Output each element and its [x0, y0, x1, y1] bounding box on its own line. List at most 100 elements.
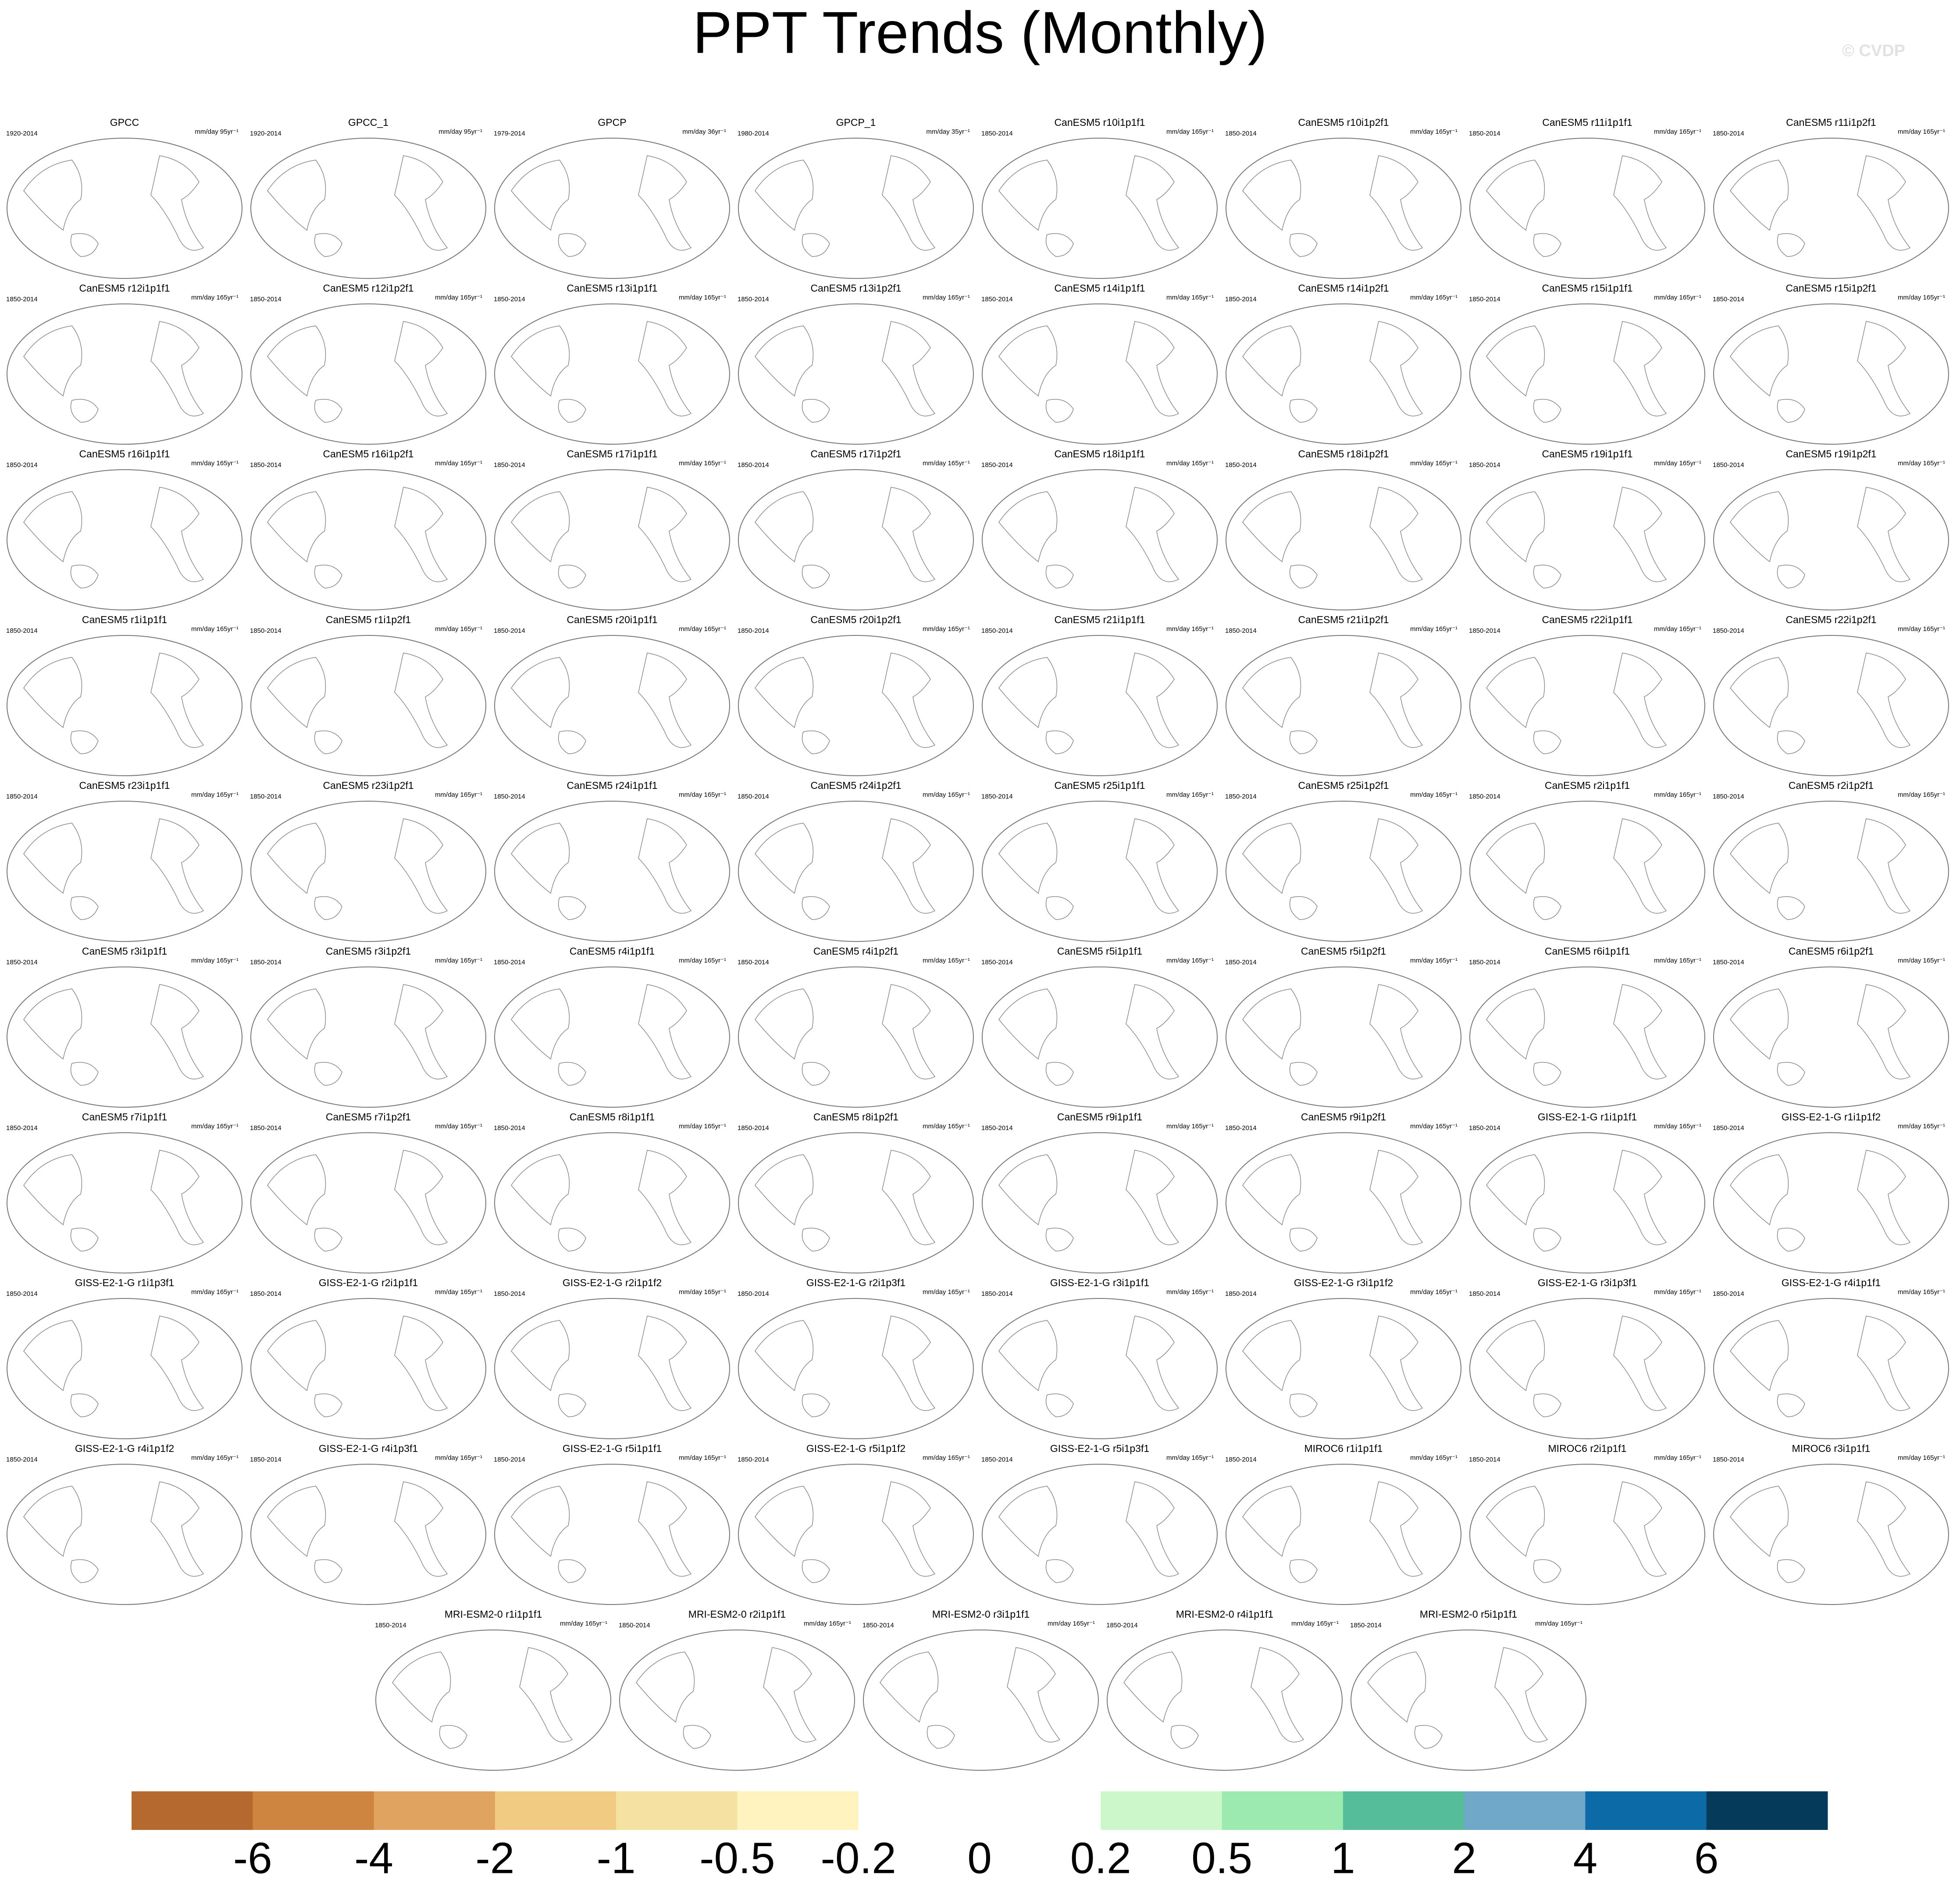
panel-period: 1850-2014: [250, 1124, 282, 1132]
panel-period: 1850-2014: [862, 1622, 894, 1629]
coastline: [23, 988, 82, 1060]
map-panel: CanESM5 r8i1p1f1 1850-2014 mm/day 165yr⁻¹: [494, 1111, 730, 1273]
map-outline: [7, 138, 242, 279]
panel-units: mm/day 165yr⁻¹: [435, 957, 482, 964]
map-outline: [250, 1464, 486, 1605]
panel-title: CanESM5 r14i1p2f1: [1298, 282, 1389, 294]
panel-title: GISS-E2-1-G r4i1p1f1: [1782, 1277, 1881, 1288]
colorbar-cell: [253, 1791, 374, 1830]
coastline: [511, 1154, 570, 1226]
panel-title: GPCP: [598, 117, 626, 128]
panel-period: 1850-2014: [250, 959, 282, 966]
coastline: [998, 1486, 1058, 1557]
coastline: [1045, 399, 1074, 423]
map-outline: [1469, 1298, 1705, 1439]
panel-units: mm/day 165yr⁻¹: [191, 1123, 239, 1130]
map-panel: GISS-E2-1-G r1i1p1f2 1850-2014 mm/day 165y…: [1713, 1111, 1949, 1273]
panel-period: 1850-2014: [494, 296, 525, 303]
panel-title: CanESM5 r11i1p1f1: [1542, 117, 1632, 128]
map-panel: GISS-E2-1-G r4i1p1f1 1850-2014 mm/day 165y…: [1713, 1277, 1949, 1439]
map-outline: [982, 303, 1218, 445]
coastline: [755, 491, 814, 563]
panel-title: GISS-E2-1-G r5i1p3f1: [1050, 1443, 1149, 1454]
coastline: [882, 1150, 936, 1245]
map-panel: CanESM5 r3i1p1f1 1850-2014 mm/day 165yr⁻¹: [6, 945, 242, 1108]
panel-title: CanESM5 r15i1p2f1: [1785, 282, 1876, 294]
coastline: [638, 818, 692, 914]
map-outline: [250, 469, 486, 610]
panel-period: 1850-2014: [981, 1124, 1013, 1132]
coastline: [755, 325, 814, 397]
coastline: [1242, 988, 1301, 1060]
coastline: [755, 1320, 814, 1391]
panel-period: 1850-2014: [494, 793, 525, 800]
coastline: [1613, 653, 1667, 748]
panel-title: CanESM5 r17i1p2f1: [810, 448, 901, 460]
coastline: [1777, 1559, 1805, 1583]
map-panel: MIROC6 r3i1p1f1 1850-2014 mm/day 165yr⁻¹: [1713, 1443, 1949, 1605]
map-panel: MRI-ESM2-0 r3i1p1f1 1850-2014 mm/day 165yr…: [862, 1608, 1099, 1771]
map-panel: MRI-ESM2-0 r2i1p1f1 1850-2014 mm/day 165yr…: [619, 1608, 855, 1771]
coastline: [23, 1320, 82, 1391]
map-outline: [738, 1298, 974, 1439]
coastline: [1289, 896, 1318, 920]
panel-title: GPCC_1: [348, 117, 388, 128]
panel-units: mm/day 165yr⁻¹: [923, 1454, 970, 1462]
coastline: [314, 233, 342, 257]
panel-title: CanESM5 r25i1p1f1: [1054, 780, 1145, 791]
map-panel: CanESM5 r20i1p1f1 1850-2014 mm/day 165yr⁻¹: [494, 614, 730, 776]
map-panel: CanESM5 r12i1p1f1 1850-2014 mm/day 165yr⁻¹: [6, 282, 242, 445]
map-panel: MRI-ESM2-0 r5i1p1f1 1850-2014 mm/day 165yr…: [1350, 1608, 1586, 1771]
panel-title: GISS-E2-1-G r2i1p1f1: [319, 1277, 418, 1288]
panel-period: 1850-2014: [494, 959, 525, 966]
coastline: [1486, 1154, 1545, 1226]
coastline: [1533, 1227, 1561, 1252]
panel-units: mm/day 36yr⁻¹: [682, 128, 726, 136]
coastline: [1730, 823, 1789, 894]
map-panel: GPCP_1 1980-2014 mm/day 35yr⁻¹: [738, 117, 974, 279]
panel-units: mm/day 165yr⁻¹: [923, 1288, 970, 1296]
coastline: [1730, 160, 1789, 231]
map-panel: CanESM5 r14i1p1f1 1850-2014 mm/day 165yr⁻¹: [981, 282, 1218, 445]
map-outline: [1713, 1132, 1949, 1273]
panel-title: CanESM5 r18i1p2f1: [1298, 448, 1389, 460]
panel-title: CanESM5 r5i1p1f1: [1057, 945, 1142, 957]
colorbar-cell: [1585, 1791, 1707, 1830]
map-panel: GPCC_1 1920-2014 mm/day 95yr⁻¹: [250, 117, 486, 279]
coastline: [998, 491, 1058, 563]
panel-units: mm/day 165yr⁻¹: [435, 1123, 482, 1130]
colorbar-tick-label: 1: [1331, 1833, 1355, 1883]
panel-period: 1850-2014: [738, 461, 769, 469]
map-outline: [250, 801, 486, 942]
panel-units: mm/day 165yr⁻¹: [1898, 625, 1945, 633]
panel-title: CanESM5 r14i1p1f1: [1054, 282, 1145, 294]
coastline: [314, 1227, 342, 1252]
coastline: [882, 1316, 936, 1411]
panel-title: MRI-ESM2-0 r4i1p1f1: [1176, 1608, 1273, 1620]
map-outline: [738, 1464, 974, 1605]
map-panel: CanESM5 r17i1p1f1 1850-2014 mm/day 165yr⁻¹: [494, 448, 730, 610]
coastline: [1369, 1150, 1423, 1245]
panel-title: CanESM5 r4i1p1f1: [570, 945, 655, 957]
map-outline: [982, 801, 1218, 942]
coastline: [511, 657, 570, 728]
panel-period: 1850-2014: [250, 461, 282, 469]
panel-units: mm/day 165yr⁻¹: [923, 1123, 970, 1130]
map-panel: CanESM5 r21i1p1f1 1850-2014 mm/day 165yr⁻¹: [981, 614, 1218, 776]
panel-period: 1850-2014: [981, 793, 1013, 800]
panel-period: 1979-2014: [494, 130, 525, 137]
panel-units: mm/day 165yr⁻¹: [435, 294, 482, 301]
map-panel: CanESM5 r2i1p1f1 1850-2014 mm/day 165yr⁻¹: [1469, 780, 1705, 942]
panel-period: 1850-2014: [6, 296, 38, 303]
coastline: [1486, 160, 1545, 231]
coastline: [1613, 155, 1667, 251]
panel-units: mm/day 165yr⁻¹: [923, 460, 970, 467]
panel-units: mm/day 165yr⁻¹: [1654, 791, 1701, 799]
coastline: [802, 896, 830, 920]
panel-units: mm/day 165yr⁻¹: [679, 1454, 726, 1462]
panel-title: GISS-E2-1-G r2i1p1f2: [563, 1277, 662, 1288]
panel-units: mm/day 165yr⁻¹: [1291, 1620, 1339, 1627]
coastline: [755, 1486, 814, 1557]
panel-title: CanESM5 r20i1p1f1: [567, 614, 657, 625]
map-panel: CanESM5 r15i1p2f1 1850-2014 mm/day 165yr⁻¹: [1713, 282, 1949, 445]
